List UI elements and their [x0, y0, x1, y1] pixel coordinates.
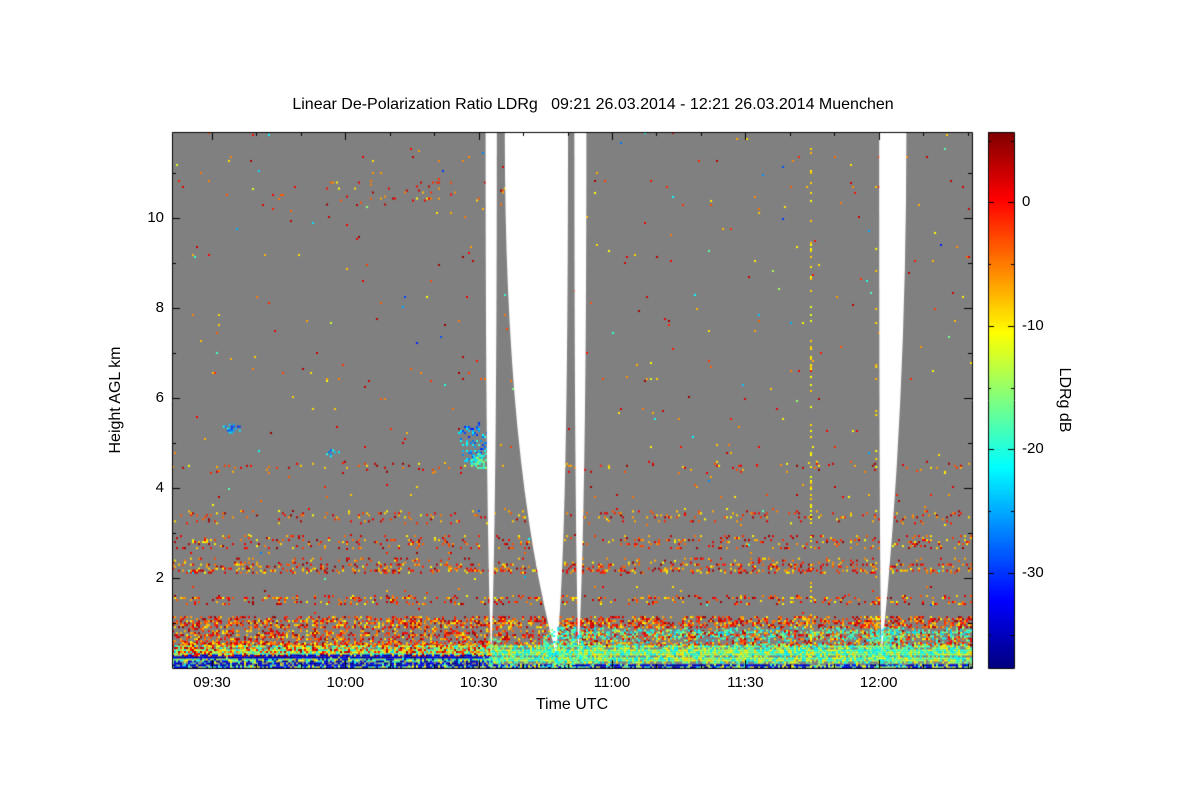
x-tick-label: 09:30 [193, 674, 231, 691]
colorbar-tick-label: 0 [1022, 193, 1031, 211]
x-tick-label: 11:00 [593, 674, 631, 691]
y-tick-label: 4 [155, 478, 164, 496]
x-tick-label: 10:00 [326, 674, 365, 691]
y-tick-label: 2 [155, 568, 164, 586]
colorbar-label: LDRg dB [1056, 367, 1073, 433]
colorbar-tick-label: -30 [1022, 563, 1044, 581]
chart-title: Linear De-Polarization Ratio LDRg 09:21 … [292, 96, 894, 113]
x-tick-label: 12:00 [859, 674, 898, 691]
colorbar-tick-label: -20 [1022, 440, 1044, 458]
y-tick-label: 6 [155, 388, 164, 406]
y-axis-label: Height AGL km [107, 346, 124, 454]
x-axis-label: Time UTC [535, 696, 609, 713]
y-tick-label: 10 [147, 208, 164, 226]
y-tick-label: 8 [155, 298, 164, 316]
x-tick-label: 11:30 [727, 674, 764, 691]
x-tick-label: 10:30 [459, 674, 498, 691]
colorbar-tick-label: -10 [1022, 316, 1044, 334]
